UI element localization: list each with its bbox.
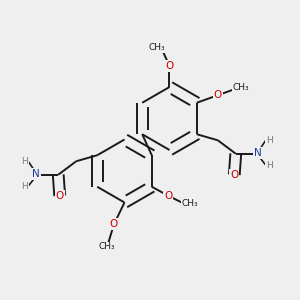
Text: CH₃: CH₃ — [232, 83, 249, 92]
Text: O: O — [164, 191, 172, 201]
Text: CH₃: CH₃ — [148, 44, 165, 52]
Text: N: N — [32, 169, 40, 179]
Text: H: H — [21, 157, 28, 166]
Text: H: H — [266, 161, 273, 170]
Text: O: O — [110, 219, 118, 229]
Text: CH₃: CH₃ — [182, 199, 198, 208]
Text: N: N — [254, 148, 262, 158]
Text: H: H — [21, 182, 28, 191]
Text: O: O — [214, 90, 222, 100]
Text: H: H — [266, 136, 273, 145]
Text: O: O — [56, 191, 64, 201]
Text: CH₃: CH₃ — [98, 242, 115, 251]
Text: O: O — [165, 61, 174, 71]
Text: O: O — [230, 170, 238, 180]
